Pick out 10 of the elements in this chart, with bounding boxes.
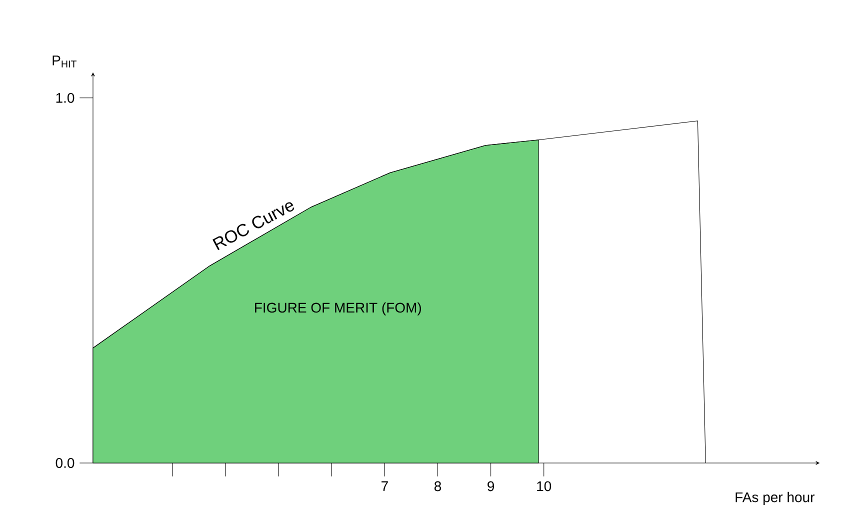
y-tick-label: 1.0 <box>56 92 74 103</box>
x-tick-label: 7 <box>382 481 388 491</box>
x-tick-label: 9 <box>488 481 494 492</box>
x-tick-label: 8 <box>434 481 442 492</box>
series-label: FIGURE OF MERIT (FOM) <box>255 302 421 316</box>
x-axis-title: FAs per hour <box>736 492 814 505</box>
y-axis-title: P$_{HIT}$ <box>52 56 77 68</box>
text: ROC Curve <box>212 202 294 250</box>
y-tick-label: 0.0 <box>56 458 74 468</box>
x-tick-label: 10 <box>537 481 552 492</box>
